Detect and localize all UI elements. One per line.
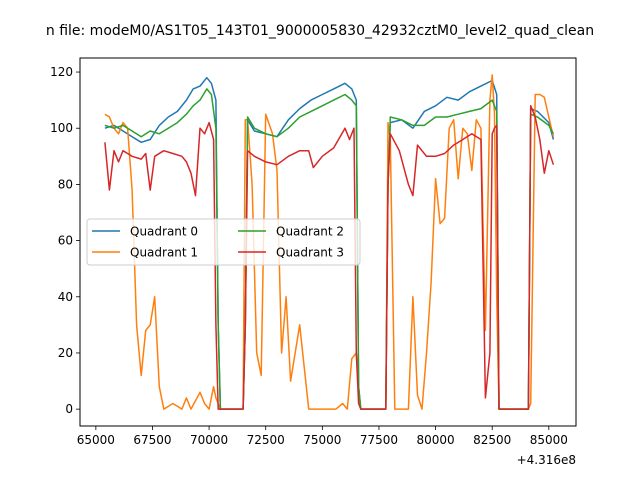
x-tick-label: 65000 xyxy=(77,433,115,447)
y-tick-label: 120 xyxy=(50,65,73,79)
x-tick-label: 82500 xyxy=(473,433,511,447)
series-line-quadrant-1 xyxy=(104,74,555,410)
legend-label-quadrant-2: Quadrant 2 xyxy=(276,225,344,239)
y-tick-label: 60 xyxy=(58,234,73,248)
chart-title: n file: modeM0/AS1T05_143T01_9000005830_… xyxy=(46,23,594,39)
series-line-quadrant-3 xyxy=(104,105,555,410)
x-axis: 65000 67500 70000 72500 75000 77500 80000 82500… xyxy=(77,426,568,447)
x-tick-label: 67500 xyxy=(133,433,171,447)
y-tick-label: 20 xyxy=(58,346,73,360)
x-tick-label: 70000 xyxy=(190,433,228,447)
y-tick-label: 0 xyxy=(65,402,73,416)
y-tick-label: 40 xyxy=(58,290,73,304)
legend-label-quadrant-1: Quadrant 1 xyxy=(130,246,198,260)
y-tick-label: 100 xyxy=(50,121,73,135)
series-line-quadrant-0 xyxy=(104,76,555,410)
series-line-quadrant-2 xyxy=(104,88,555,410)
x-tick-label: 72500 xyxy=(247,433,285,447)
plot-area: 65000 67500 70000 72500 75000 77500 80000 82500… xyxy=(50,57,577,447)
y-tick-label: 80 xyxy=(58,177,73,191)
legend: Quadrant 0 Quadrant 1 Quadrant 2 Quadrant 3 xyxy=(86,218,361,266)
x-tick-label: 80000 xyxy=(416,433,454,447)
series-layer xyxy=(104,74,555,410)
x-axis-offset-label: +4.316e8 xyxy=(517,453,576,467)
legend-box xyxy=(86,218,361,266)
plot-frame xyxy=(79,57,577,427)
y-axis: 0 20 40 60 80 100 120 xyxy=(50,65,80,416)
legend-label-quadrant-0: Quadrant 0 xyxy=(130,225,198,239)
x-tick-label: 85000 xyxy=(530,433,568,447)
legend-label-quadrant-3: Quadrant 3 xyxy=(276,246,344,260)
x-tick-label: 75000 xyxy=(303,433,341,447)
x-tick-label: 77500 xyxy=(360,433,398,447)
